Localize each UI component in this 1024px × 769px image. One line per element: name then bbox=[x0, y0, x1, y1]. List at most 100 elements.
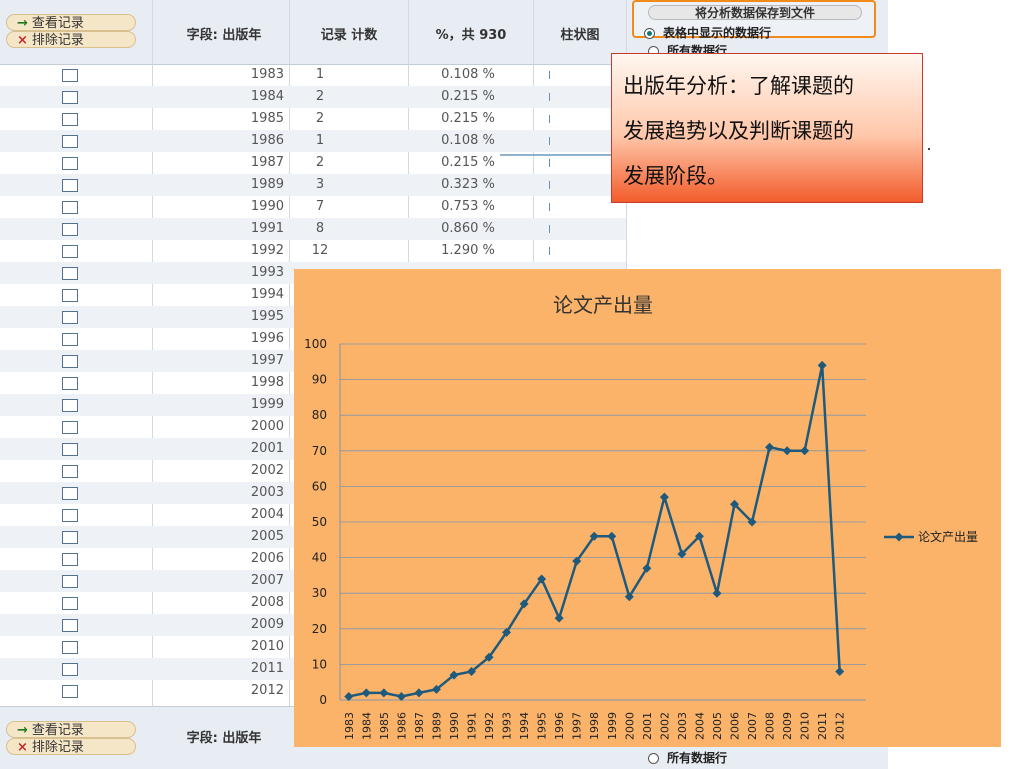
year-cell: 1996 bbox=[250, 331, 284, 346]
table-row: 1984 2 0.215 % bbox=[0, 86, 626, 108]
year-cell: 1992 bbox=[250, 243, 284, 258]
arrow-right-icon: → bbox=[17, 16, 28, 31]
row-checkbox[interactable] bbox=[62, 223, 78, 236]
row-checkbox[interactable] bbox=[62, 135, 78, 148]
y-tick-label: 10 bbox=[312, 657, 327, 671]
field-header-bottom: 字段: 出版年 bbox=[186, 731, 262, 746]
close-icon: × bbox=[17, 33, 28, 48]
row-checkbox[interactable] bbox=[62, 421, 78, 434]
row-checkbox[interactable] bbox=[62, 179, 78, 192]
count-cell: 12 bbox=[311, 243, 329, 258]
row-checkbox[interactable] bbox=[62, 399, 78, 412]
x-tick-label: 2005 bbox=[711, 712, 724, 740]
save-analysis-button[interactable]: 将分析数据保存到文件 bbox=[648, 5, 862, 20]
radio-displayed-rows[interactable]: 表格中显示的数据行 bbox=[644, 24, 771, 41]
percent-cell: 0.215 % bbox=[441, 155, 495, 170]
y-tick-label: 30 bbox=[312, 586, 327, 600]
year-cell: 1984 bbox=[250, 89, 284, 104]
year-cell: 1989 bbox=[250, 177, 284, 192]
callout-pointer bbox=[500, 154, 611, 156]
row-checkbox[interactable] bbox=[62, 531, 78, 544]
row-checkbox[interactable] bbox=[62, 113, 78, 126]
percent-cell: 0.860 % bbox=[441, 221, 495, 236]
year-cell: 1995 bbox=[250, 309, 284, 324]
data-point bbox=[572, 556, 582, 566]
year-cell: 1983 bbox=[250, 67, 284, 82]
year-cell: 2001 bbox=[250, 441, 284, 456]
x-tick-label: 2007 bbox=[746, 712, 759, 740]
table-row: 2008 bbox=[0, 592, 626, 614]
row-checkbox[interactable] bbox=[62, 245, 78, 258]
save-analysis-box: 将分析数据保存到文件 表格中显示的数据行 bbox=[632, 0, 876, 41]
table-header: → 查看记录 × 排除记录 字段: 出版年 记录 计数 %，共 930 柱状图 将分… bbox=[0, 0, 888, 65]
y-tick-label: 90 bbox=[312, 373, 327, 387]
count-cell: 8 bbox=[315, 221, 325, 236]
row-checkbox[interactable] bbox=[62, 333, 78, 346]
row-checkbox[interactable] bbox=[62, 91, 78, 104]
table-row: 1986 1 0.108 % bbox=[0, 130, 626, 152]
year-cell: 2004 bbox=[250, 507, 284, 522]
row-checkbox[interactable] bbox=[62, 641, 78, 654]
x-tick-label: 1992 bbox=[483, 712, 496, 740]
table-row: 1987 2 0.215 % bbox=[0, 152, 626, 174]
x-tick-label: 1986 bbox=[395, 712, 408, 740]
row-checkbox[interactable] bbox=[62, 597, 78, 610]
x-tick-label: 2001 bbox=[641, 712, 654, 740]
data-point bbox=[747, 517, 757, 527]
row-checkbox[interactable] bbox=[62, 69, 78, 82]
year-cell: 2008 bbox=[250, 595, 284, 610]
callout-line: 出版年分析：了解课题的 bbox=[623, 74, 854, 98]
count-cell: 1 bbox=[315, 67, 325, 82]
table-row: 2012 bbox=[0, 680, 626, 702]
close-icon: × bbox=[17, 740, 28, 755]
count-cell: 3 bbox=[315, 177, 325, 192]
year-cell: 1999 bbox=[250, 397, 284, 412]
percent-cell: 0.753 % bbox=[441, 199, 495, 214]
data-point bbox=[712, 588, 722, 598]
x-tick-label: 1985 bbox=[378, 712, 391, 740]
chart-panel: 论文产出量 0 10 20 30 40 50 60 70 80 90 100 1983 1984 1985 1… bbox=[294, 269, 1001, 747]
row-checkbox[interactable] bbox=[62, 311, 78, 324]
legend-marker bbox=[894, 532, 904, 542]
year-cell: 1998 bbox=[250, 375, 284, 390]
row-checkbox[interactable] bbox=[62, 575, 78, 588]
view-records-button-bottom[interactable]: → 查看记录 bbox=[6, 721, 136, 738]
data-point bbox=[344, 691, 354, 701]
row-checkbox[interactable] bbox=[62, 377, 78, 390]
callout-line: 发展趋势以及判断课题的 bbox=[623, 119, 854, 143]
year-cell: 1990 bbox=[250, 199, 284, 214]
data-point bbox=[607, 531, 617, 541]
row-checkbox[interactable] bbox=[62, 553, 78, 566]
bar-mark bbox=[549, 247, 550, 255]
row-checkbox[interactable] bbox=[62, 157, 78, 170]
row-checkbox[interactable] bbox=[62, 509, 78, 522]
line-chart: 论文产出量 0 10 20 30 40 50 60 70 80 90 100 1983 1984 1985 1… bbox=[304, 293, 978, 740]
x-tick-label: 1983 bbox=[343, 712, 356, 740]
row-checkbox[interactable] bbox=[62, 443, 78, 456]
exclude-records-button-bottom[interactable]: × 排除记录 bbox=[6, 738, 136, 755]
row-checkbox[interactable] bbox=[62, 201, 78, 214]
y-tick-label: 0 bbox=[319, 693, 327, 707]
radio-all-rows-bottom[interactable]: 所有数据行 bbox=[648, 749, 727, 766]
data-point bbox=[431, 684, 441, 694]
row-checkbox[interactable] bbox=[62, 619, 78, 632]
row-checkbox[interactable] bbox=[62, 355, 78, 368]
year-cell: 2009 bbox=[250, 617, 284, 632]
data-point bbox=[624, 592, 634, 602]
row-checkbox[interactable] bbox=[62, 487, 78, 500]
row-checkbox[interactable] bbox=[62, 465, 78, 478]
row-checkbox[interactable] bbox=[62, 267, 78, 280]
percent-cell: 0.215 % bbox=[441, 89, 495, 104]
row-checkbox[interactable] bbox=[62, 685, 78, 698]
x-tick-label: 1994 bbox=[518, 712, 531, 740]
y-tick-label: 70 bbox=[312, 444, 327, 458]
row-checkbox[interactable] bbox=[62, 663, 78, 676]
year-cell: 1985 bbox=[250, 111, 284, 126]
x-tick-label: 1989 bbox=[430, 712, 443, 740]
row-checkbox[interactable] bbox=[62, 289, 78, 302]
x-tick-label: 1999 bbox=[606, 712, 619, 740]
exclude-records-button[interactable]: × 排除记录 bbox=[6, 31, 136, 48]
x-tick-label: 2009 bbox=[781, 712, 794, 740]
year-cell: 1993 bbox=[250, 265, 284, 280]
view-records-button[interactable]: → 查看记录 bbox=[6, 14, 136, 31]
